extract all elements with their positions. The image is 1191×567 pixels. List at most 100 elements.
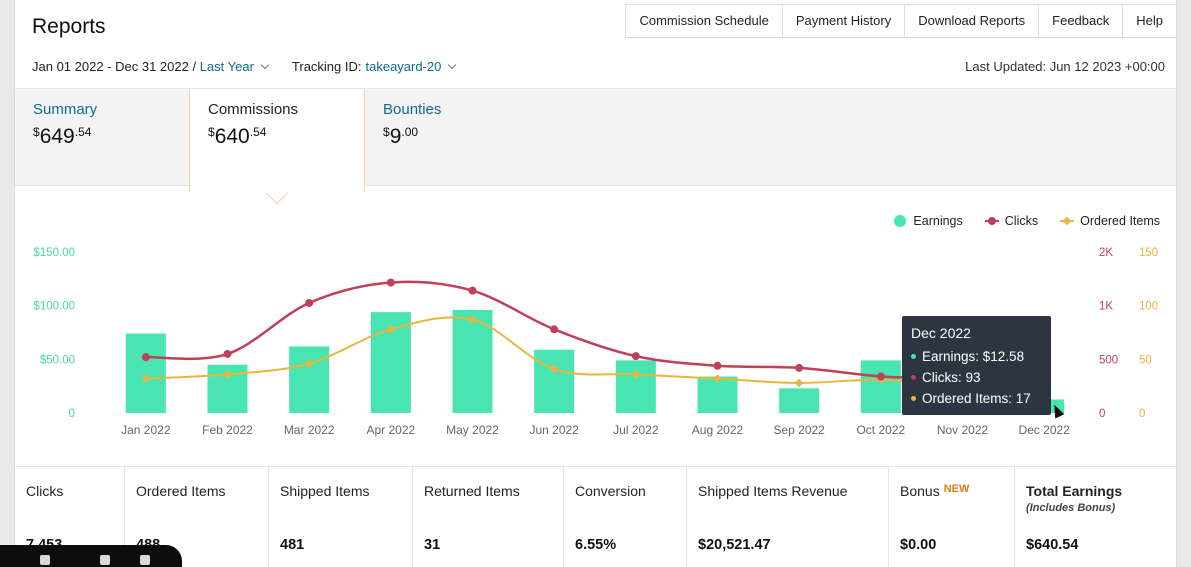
ordered-items-line-icon: [1060, 216, 1075, 226]
stats-bar: Clicks7,453 Ordered Items488 Shipped Ite…: [15, 466, 1176, 567]
legend-ordered-items[interactable]: Ordered Items: [1060, 214, 1160, 228]
tab-bounties[interactable]: Bounties $9.00: [365, 89, 459, 187]
stat-total-earnings: Total Earnings (Includes Bonus) $640.54: [1026, 483, 1123, 553]
ordered-items-line: [145, 316, 1045, 396]
earnings-dot-icon: [894, 215, 907, 227]
tab-commissions[interactable]: Commissions $640.54: [189, 89, 365, 192]
clicks-point: [713, 361, 722, 370]
earnings-bar: [534, 349, 575, 413]
feedback-link[interactable]: Feedback: [1038, 5, 1122, 37]
x-axis-tick: Dec 2022: [1018, 423, 1070, 437]
page-title: Reports: [32, 15, 106, 38]
right-axis-items-tick: 100: [1139, 301, 1158, 313]
clicks-line: [145, 280, 1045, 405]
earnings-bar: [615, 360, 656, 413]
legend-earnings[interactable]: Earnings: [894, 214, 963, 228]
right-axis-items-tick: 50: [1139, 354, 1152, 366]
earnings-chart[interactable]: 0 $50.00 $100.00 $150.00 0 500 1K 2K 0 50 100 150 Ja…: [15, 230, 1176, 446]
commission-schedule-link[interactable]: Commission Schedule: [639, 13, 769, 28]
right-axis-items-tick: 150: [1139, 247, 1158, 259]
stat-shipped-revenue: Shipped Items Revenue $20,521.47: [687, 467, 889, 567]
ordered-items-point: [141, 374, 151, 383]
tab-bounties-label: Bounties: [383, 101, 442, 118]
earnings-bar: [779, 388, 820, 413]
chart-tooltip: Dec 2022 Earnings: $12.58 Clicks: 93 Ord…: [902, 316, 1051, 415]
clicks-point: [795, 363, 804, 372]
toolbar-icon[interactable]: [140, 555, 150, 565]
right-axis-items-tick: 0: [1139, 408, 1145, 420]
clicks-point: [631, 352, 640, 361]
clicks-point: [876, 372, 885, 381]
tab-commissions-label: Commissions: [208, 101, 299, 118]
x-axis-tick: Aug 2022: [692, 423, 744, 437]
date-preset-dropdown[interactable]: Last Year: [199, 59, 254, 74]
clicks-point: [468, 286, 477, 295]
toolbar-icon[interactable]: [100, 555, 110, 565]
payment-history-link[interactable]: Payment History: [781, 5, 904, 37]
last-updated-text: Last Updated: Jun 12 2023 +00:00: [965, 59, 1165, 74]
x-axis-tick: Mar 2022: [284, 423, 335, 437]
left-axis-tick: 0: [69, 408, 75, 420]
tab-summary[interactable]: Summary $649.54: [15, 89, 115, 187]
earnings-bar: [289, 346, 330, 413]
floating-toolbar[interactable]: [0, 545, 182, 567]
tab-summary-label: Summary: [33, 101, 98, 118]
stat-returned-items: Returned Items 31: [413, 467, 564, 567]
x-axis-tick: Jun 2022: [529, 423, 579, 437]
x-axis-tick: Nov 2022: [937, 423, 989, 437]
x-axis-tick: Oct 2022: [856, 423, 905, 437]
download-reports-link[interactable]: Download Reports: [904, 5, 1038, 37]
x-axis-tick: Feb 2022: [202, 423, 253, 437]
report-filters: Jan 01 2022 - Dec 31 2022 / Last Year Tr…: [32, 59, 463, 74]
left-axis-tick: $100.00: [33, 301, 75, 313]
chevron-down-icon[interactable]: [260, 60, 270, 70]
clicks-point: [305, 298, 314, 307]
chart-legend: Earnings Clicks Ordered Items: [872, 214, 1160, 228]
summary-tabs: Summary $649.54 Commissions $640.54 Boun…: [15, 88, 1176, 192]
tooltip-title: Dec 2022: [911, 325, 971, 341]
ordered-items-point: [468, 315, 477, 324]
clicks-point: [386, 278, 395, 287]
clicks-line-icon: [984, 216, 999, 226]
ordered-items-point: [223, 370, 232, 379]
tracking-id-dropdown[interactable]: takeayard-20: [365, 59, 442, 74]
legend-clicks[interactable]: Clicks: [984, 214, 1038, 228]
right-axis-clicks-tick: 1K: [1099, 301, 1113, 313]
new-badge: NEW: [943, 483, 970, 495]
clicks-point: [550, 325, 559, 334]
help-link[interactable]: Help: [1122, 5, 1176, 37]
clicks-point: [223, 349, 232, 358]
x-axis-tick: Jan 2022: [121, 423, 171, 437]
tooltip-row-ordered-items: Ordered Items: 17: [911, 388, 1042, 409]
ordered-items-point: [304, 359, 314, 368]
tab-commissions-amount: $640.54: [208, 125, 267, 148]
right-axis-clicks-tick: 500: [1099, 354, 1118, 366]
x-axis-tick: Jul 2022: [613, 423, 659, 437]
x-axis-tick: Apr 2022: [366, 423, 415, 437]
x-axis-tick: Sep 2022: [773, 423, 825, 437]
clicks-point: [141, 353, 150, 362]
chevron-down-icon[interactable]: [448, 60, 457, 70]
toolbar-icon[interactable]: [40, 555, 50, 565]
earnings-bar: [860, 360, 901, 413]
x-axis-tick: May 2022: [446, 423, 499, 437]
stat-conversion: Conversion 6.55%: [564, 467, 687, 567]
tab-bounties-amount: $9.00: [383, 125, 419, 148]
right-axis-clicks-tick: 0: [1099, 408, 1105, 420]
earnings-bar: [125, 333, 166, 413]
left-axis-tick: $50.00: [40, 354, 75, 366]
stat-bonus: Bonus NEW $0.00: [889, 467, 1015, 567]
earnings-bar: [452, 309, 493, 413]
top-nav: Commission Schedule Payment History Down…: [625, 4, 1177, 38]
right-axis-clicks-tick: 2K: [1099, 247, 1113, 259]
date-range-text: Jan 01 2022 - Dec 31 2022 /: [32, 59, 197, 74]
tracking-id-label: Tracking ID:: [291, 59, 362, 74]
tooltip-row-clicks: Clicks: 93: [911, 367, 1042, 388]
stat-shipped-items: Shipped Items 481: [269, 467, 413, 567]
tab-summary-amount: $649.54: [33, 125, 92, 148]
ordered-items-point: [386, 325, 396, 334]
ordered-items-point: [794, 378, 804, 388]
reports-page: Reports Commission Schedule Payment Hist…: [14, 0, 1177, 567]
left-axis-tick: $150.00: [33, 247, 75, 259]
tooltip-row-earnings: Earnings: $12.58: [911, 346, 1042, 367]
